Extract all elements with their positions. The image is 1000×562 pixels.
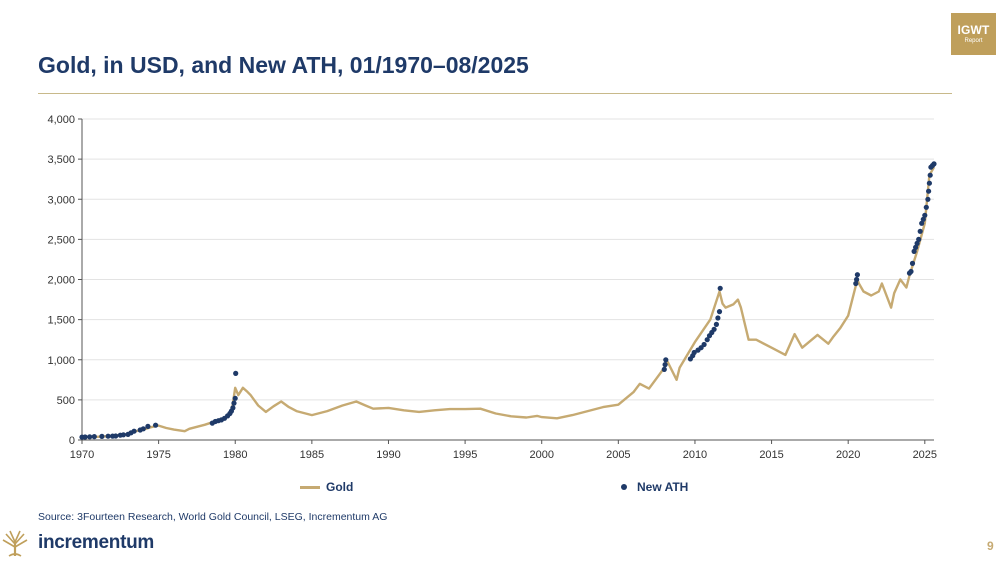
y-tick-label: 1,000 [47, 355, 75, 367]
ath-point [716, 309, 723, 315]
x-tick-label: 2025 [913, 449, 937, 461]
x-tick-label: 2000 [529, 449, 553, 461]
y-tick-label: 4,000 [47, 114, 75, 126]
legend-dot-swatch [621, 484, 627, 490]
y-tick-label: 3,000 [47, 194, 75, 206]
x-tick-label: 2015 [759, 449, 783, 461]
brand-name: incrementum [38, 532, 155, 553]
x-tick-label: 2010 [683, 449, 707, 461]
ath-point [145, 423, 151, 429]
new-ath-series [79, 161, 937, 440]
ath-point [913, 244, 919, 250]
source-note: Source: 3Fourteen Research, World Gold C… [38, 511, 388, 523]
gold-price-chart: 05001,0001,5002,0002,5003,0003,5004,000 … [47, 114, 937, 461]
ath-point [105, 433, 111, 439]
legend-item-new-ath: New ATH [621, 480, 688, 494]
y-tick-label: 500 [57, 395, 75, 407]
ath-point [922, 212, 928, 218]
ath-point [925, 196, 931, 202]
ath-point [120, 432, 126, 438]
page-number: 9 [987, 539, 994, 553]
ath-point [916, 236, 922, 242]
ath-point [701, 341, 707, 348]
ath-point [82, 434, 88, 440]
ath-point [931, 161, 937, 167]
x-tick-label: 1980 [223, 449, 247, 461]
ath-point [230, 405, 236, 411]
chart-gridlines [82, 118, 934, 401]
igwt-report-logo: IGWT Report [951, 13, 996, 55]
page-title: Gold, in USD, and New ATH, 01/1970–08/20… [38, 52, 529, 78]
ath-point [926, 180, 933, 186]
ath-point [691, 349, 697, 356]
ath-point [853, 280, 859, 287]
x-tick-label: 1975 [146, 449, 170, 461]
chart-axes [78, 118, 934, 444]
y-tick-label: 0 [69, 435, 75, 447]
ath-point [663, 357, 669, 363]
x-tick-label: 1990 [376, 449, 400, 461]
legend-item-gold: Gold [300, 480, 353, 494]
title-divider [38, 93, 952, 94]
ath-point [704, 337, 710, 343]
ath-point [113, 433, 119, 439]
gold-series [81, 166, 936, 439]
ath-point [919, 220, 925, 226]
ath-point [232, 395, 238, 401]
y-tick-label: 3,500 [47, 154, 75, 166]
x-tick-label: 1970 [70, 449, 94, 461]
chart-legend: Gold New ATH [0, 480, 1000, 496]
ath-point [909, 260, 916, 266]
ath-point [923, 204, 929, 210]
ath-point [662, 362, 668, 368]
y-tick-label: 2,500 [47, 234, 75, 246]
legend-label-gold: Gold [326, 480, 354, 494]
ath-point [153, 422, 159, 428]
incrementum-brand: incrementum [0, 528, 154, 558]
legend-label-new-ath: New ATH [637, 480, 689, 494]
y-tick-label: 1,500 [47, 315, 75, 327]
y-tick-label: 2,000 [47, 275, 75, 287]
legend-line-swatch [300, 485, 320, 489]
ath-point [911, 248, 917, 254]
x-tick-label: 2005 [606, 449, 630, 461]
ath-point [717, 285, 723, 291]
gold-price-line [81, 166, 936, 439]
ath-point [711, 326, 717, 332]
y-tick-labels: 0 500 1,000 1,500 2,000 2,500 3,000 3,500 4,000 [47, 114, 75, 447]
ath-point [99, 433, 105, 439]
ath-point [926, 188, 932, 194]
ath-point [715, 315, 721, 321]
ath-point [713, 321, 720, 327]
ath-point [233, 370, 239, 376]
ath-point [908, 268, 914, 275]
ath-point [131, 428, 137, 434]
ath-point [87, 434, 93, 440]
x-tick-label: 1985 [300, 449, 324, 461]
logo-main-text: IGWT [957, 23, 990, 37]
ath-point [140, 426, 146, 432]
x-tick-labels: 1970 1975 1980 1985 1990 1995 2000 2005 2010 2015… [70, 449, 937, 461]
ath-point [91, 434, 97, 440]
x-tick-label: 2020 [836, 449, 860, 461]
ath-point [917, 228, 923, 234]
ath-point [854, 272, 861, 278]
ath-point [854, 276, 860, 283]
ath-point [927, 172, 933, 178]
ath-point [914, 240, 920, 246]
ath-point [920, 216, 926, 222]
tree-logo-icon [2, 530, 28, 557]
ath-point [231, 400, 237, 406]
ath-point [661, 366, 667, 372]
x-tick-label: 1995 [453, 449, 477, 461]
logo-sub-text: Report [964, 38, 983, 44]
